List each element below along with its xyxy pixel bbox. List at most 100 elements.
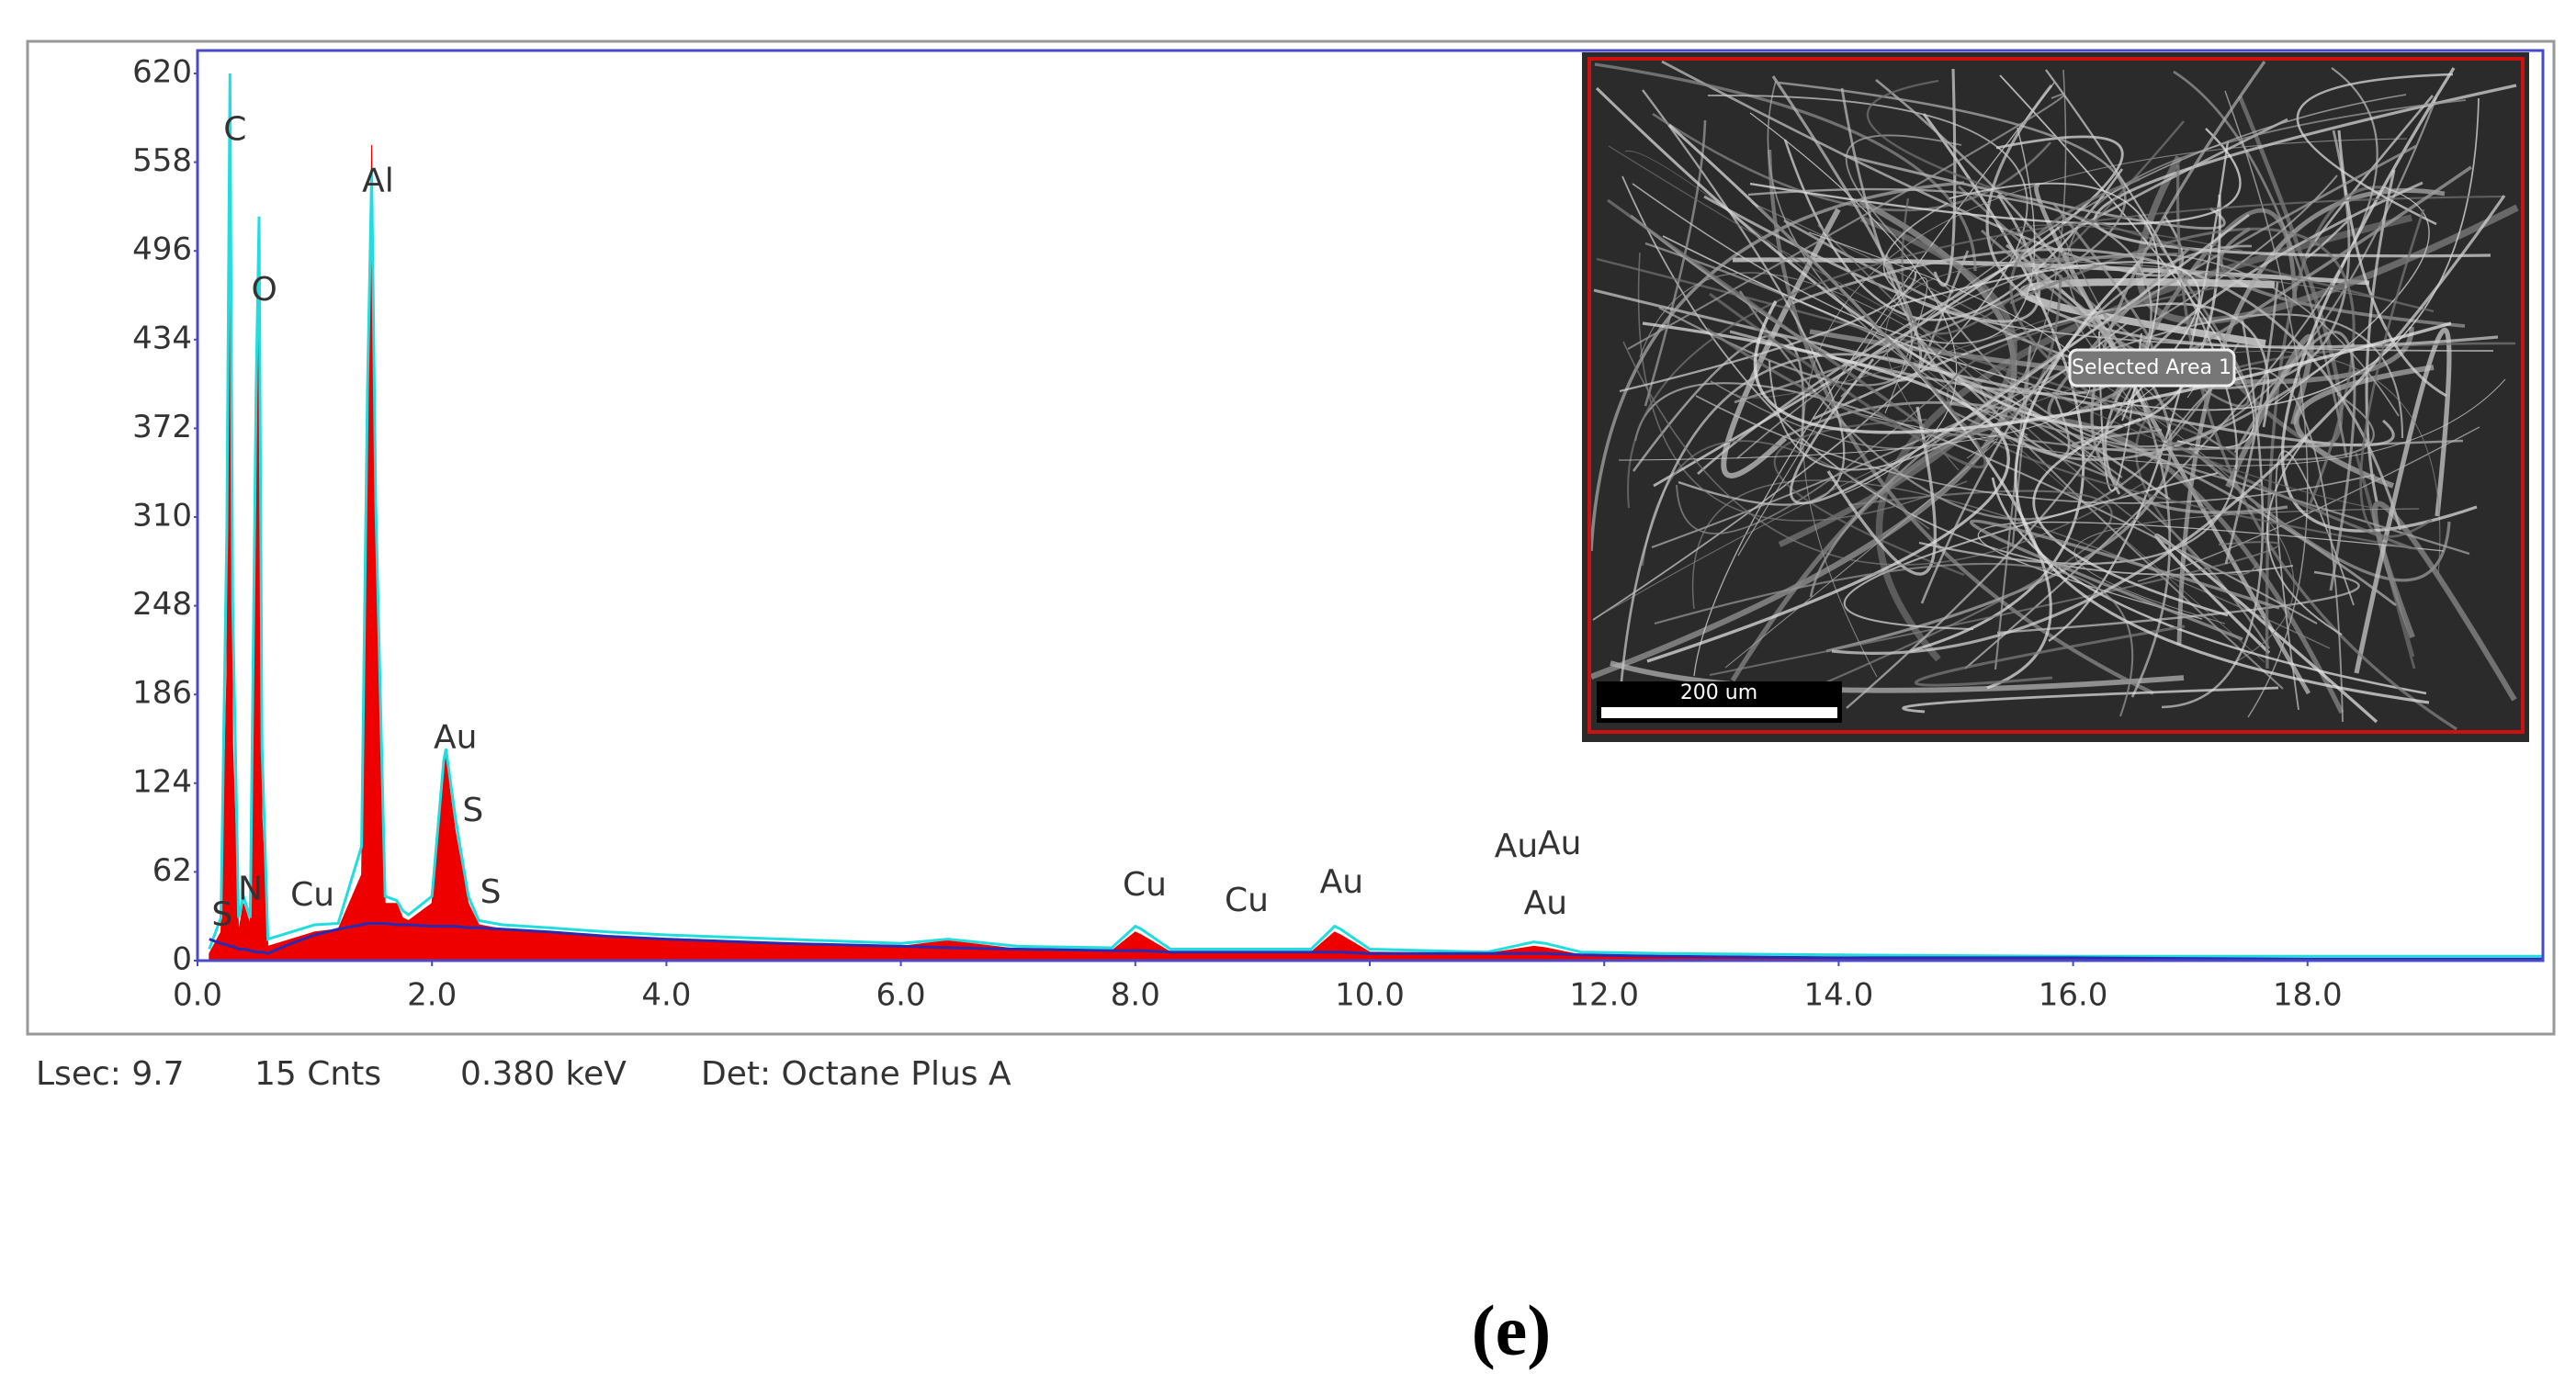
x-tick-label: 16.0 — [2039, 977, 2108, 1014]
fiber — [1826, 406, 1938, 576]
fiber — [1875, 78, 2172, 698]
fiber — [1644, 119, 1707, 407]
fiber — [1949, 182, 2161, 422]
y-tick-label: 186 — [132, 675, 192, 712]
fiber — [2266, 436, 2343, 636]
fiber — [1639, 272, 2124, 486]
fiber — [1608, 145, 2374, 509]
peak-label: Cu — [1123, 866, 1167, 904]
fiber — [1918, 69, 2238, 566]
fiber — [2365, 169, 2396, 502]
selected-area — [1587, 57, 2525, 734]
fiber — [1885, 261, 2374, 471]
y-tick-label: 496 — [132, 231, 192, 268]
fiber — [1654, 562, 2134, 717]
y-tick-label: 248 — [132, 586, 192, 623]
fiber — [1729, 243, 2120, 396]
fiber — [1817, 224, 2258, 576]
fiber — [1915, 624, 2186, 687]
fiber — [1920, 244, 2253, 604]
peak-label: Cu — [290, 876, 334, 914]
peak-label: N — [238, 871, 263, 908]
fiber — [1882, 202, 2494, 352]
y-tick-label: 0 — [172, 941, 192, 978]
fiber — [2155, 367, 2344, 723]
fiber — [1589, 181, 1965, 552]
area-label: Selected Area 1 — [2072, 356, 2231, 379]
x-tick-label: 18.0 — [2273, 977, 2343, 1014]
peak-label: Al — [362, 162, 394, 199]
fiber — [1592, 95, 2028, 621]
x-tick-label: 4.0 — [641, 977, 691, 1014]
x-tick-label: 0.0 — [173, 977, 222, 1014]
fiber — [1595, 86, 2221, 430]
fiber — [2233, 331, 2356, 591]
x-tick-label: 10.0 — [1335, 977, 1405, 1014]
peak-label: C — [223, 110, 246, 148]
peak-label: Cu — [1225, 882, 1269, 919]
fiber — [1985, 84, 2499, 349]
status-item: Lsec: 9.7 — [36, 1055, 185, 1093]
fiber — [2280, 67, 2478, 533]
y-tick-label: 62 — [153, 852, 192, 889]
fiber — [1658, 253, 1914, 387]
fiber — [2014, 256, 2430, 704]
fiber — [1749, 128, 2242, 225]
status-item: 15 Cnts — [254, 1055, 381, 1093]
peak-label: Au — [1320, 863, 1363, 901]
fiber — [2110, 208, 2298, 401]
fiber — [1938, 393, 2375, 461]
fiber — [1626, 195, 2503, 509]
fiber — [1930, 96, 2438, 448]
peak-label: Au — [434, 719, 477, 757]
fiber — [1840, 87, 2355, 461]
fiber — [1637, 252, 1968, 522]
fiber — [1902, 686, 2279, 714]
fiber — [2371, 501, 2517, 702]
status-item: 0.380 keV — [460, 1055, 627, 1093]
fiber — [1747, 187, 2152, 709]
x-tick-label: 12.0 — [1569, 977, 1639, 1014]
fiber — [1709, 205, 1987, 469]
fiber — [1843, 471, 2219, 631]
fiber — [2017, 253, 2178, 264]
fiber — [1875, 214, 2412, 662]
fiber — [1627, 93, 2066, 350]
fiber — [1901, 120, 2185, 335]
fiber — [2135, 155, 2519, 325]
fiber — [1703, 194, 2041, 323]
spectrum-line — [208, 73, 2542, 958]
scale-bar-label: 200 um — [1680, 681, 1757, 704]
fiber — [2275, 450, 2355, 711]
fiber — [1920, 250, 1970, 368]
y-tick-label: 372 — [132, 409, 192, 445]
fiber — [1653, 135, 2124, 488]
fiber — [1652, 112, 2051, 212]
y-tick-label: 124 — [132, 763, 192, 800]
y-tick-label: 310 — [132, 498, 192, 534]
peak-label: Au — [1524, 884, 1567, 922]
peak-label: Au — [1495, 827, 1538, 865]
scale-bar — [1601, 707, 1837, 718]
peak-label: S — [480, 873, 502, 911]
plot: 0 62 124 186 248 310 372 434 496 558 620 0.0 2.0 4.0 6… — [132, 54, 2543, 1014]
fiber — [2090, 61, 2288, 514]
peak-label: S — [211, 896, 232, 934]
fiber — [1724, 438, 1998, 669]
fiber — [1991, 477, 2427, 695]
fiber — [1768, 322, 2128, 471]
fiber — [1933, 68, 1957, 287]
x-tick-label: 8.0 — [1111, 977, 1160, 1014]
fiber — [1866, 79, 2435, 313]
y-tick-label: 558 — [132, 142, 192, 179]
fiber — [1676, 366, 1967, 534]
fiber — [1632, 127, 2036, 344]
fiber — [1969, 519, 2280, 641]
peak-label: S — [462, 792, 483, 829]
status-item: Det: Octane Plus A — [701, 1055, 1011, 1093]
fiber — [1619, 353, 2171, 692]
area-tag — [2068, 348, 2236, 388]
caption: (e) — [1472, 1290, 1552, 1370]
fiber — [2296, 73, 2454, 226]
